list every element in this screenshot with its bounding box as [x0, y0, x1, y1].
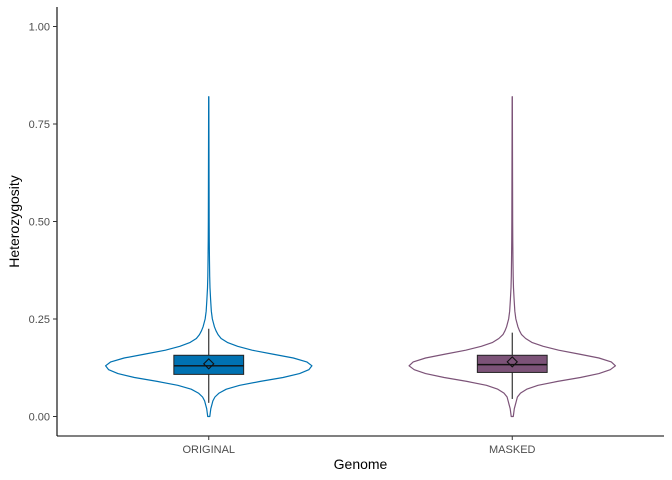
y-axis-ticks: 0.00 0.25 0.50 0.75 1.00: [29, 22, 57, 424]
mean-marker-original: [202, 358, 215, 370]
y-tick-label: 0.25: [29, 314, 50, 326]
x-axis-ticks: ORIGINAL MASKED: [182, 436, 536, 456]
violin-original: [104, 96, 313, 418]
mean-marker-masked: [506, 356, 519, 368]
y-axis-title: Heterozygosity: [6, 175, 22, 268]
y-tick-label: 0.00: [29, 412, 50, 424]
chart-marks: [104, 96, 617, 418]
x-axis-title: Genome: [334, 456, 388, 472]
x-tick-label: ORIGINAL: [182, 444, 235, 456]
x-tick-label: MASKED: [489, 444, 536, 456]
y-tick-label: 0.75: [29, 119, 50, 131]
violin-masked: [408, 96, 617, 418]
y-tick-label: 1.00: [29, 22, 50, 34]
box-masked: [476, 354, 548, 373]
box-original: [173, 354, 245, 375]
y-tick-label: 0.50: [29, 217, 50, 229]
